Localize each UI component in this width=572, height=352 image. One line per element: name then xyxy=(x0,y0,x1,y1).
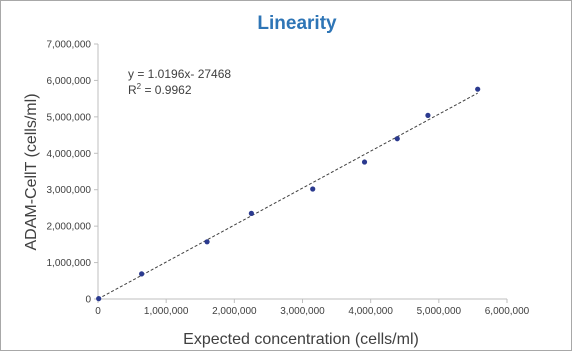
y-axis-title: ADAM-CellT (cells/ml) xyxy=(23,93,40,250)
y-tick-label: 5,000,000 xyxy=(47,112,92,123)
trendline-equation: y = 1.0196x- 27468 xyxy=(128,67,231,81)
r-squared-sup: 2 xyxy=(137,82,142,91)
x-ticks: 0 1,000,000 2,000,000 3,000,000 4,000,000 5,0… xyxy=(95,299,530,317)
data-point xyxy=(248,210,254,216)
y-tick-label: 0 xyxy=(85,295,91,306)
x-tick-label: 4,000,000 xyxy=(348,306,393,317)
data-point xyxy=(425,112,431,118)
y-tick-label: 2,000,000 xyxy=(47,222,92,233)
data-points xyxy=(96,86,481,302)
x-tick-label: 5,000,000 xyxy=(417,306,462,317)
x-tick-label: 2,000,000 xyxy=(212,306,257,317)
data-point xyxy=(475,86,481,92)
x-tick-label: 6,000,000 xyxy=(485,306,530,317)
y-tick-label: 3,000,000 xyxy=(47,185,92,196)
data-point xyxy=(204,239,210,245)
data-point xyxy=(96,296,102,302)
trendline xyxy=(97,92,478,300)
y-tick-label: 1,000,000 xyxy=(47,258,92,269)
chart-title: Linearity xyxy=(257,13,337,34)
data-point xyxy=(394,136,400,142)
data-point xyxy=(139,271,145,277)
y-tick-label: 7,000,000 xyxy=(47,40,92,51)
data-point xyxy=(361,159,368,165)
y-tick-label: 6,000,000 xyxy=(47,76,92,87)
data-point xyxy=(310,186,316,192)
x-tick-label: 0 xyxy=(95,306,101,317)
r-squared-value: = 0.9962 xyxy=(141,83,192,97)
x-axis-title: Expected concentration (cells/ml) xyxy=(183,331,419,348)
r-squared-label: R2 = 0.9962 xyxy=(128,82,192,97)
y-tick-label: 4,000,000 xyxy=(47,149,92,160)
y-ticks: 0 1,000,000 2,000,000 3,000,000 4,000,000 5,0… xyxy=(47,40,98,306)
r-squared-r: R xyxy=(128,83,137,97)
x-tick-label: 1,000,000 xyxy=(144,306,189,317)
x-tick-label: 3,000,000 xyxy=(280,306,325,317)
